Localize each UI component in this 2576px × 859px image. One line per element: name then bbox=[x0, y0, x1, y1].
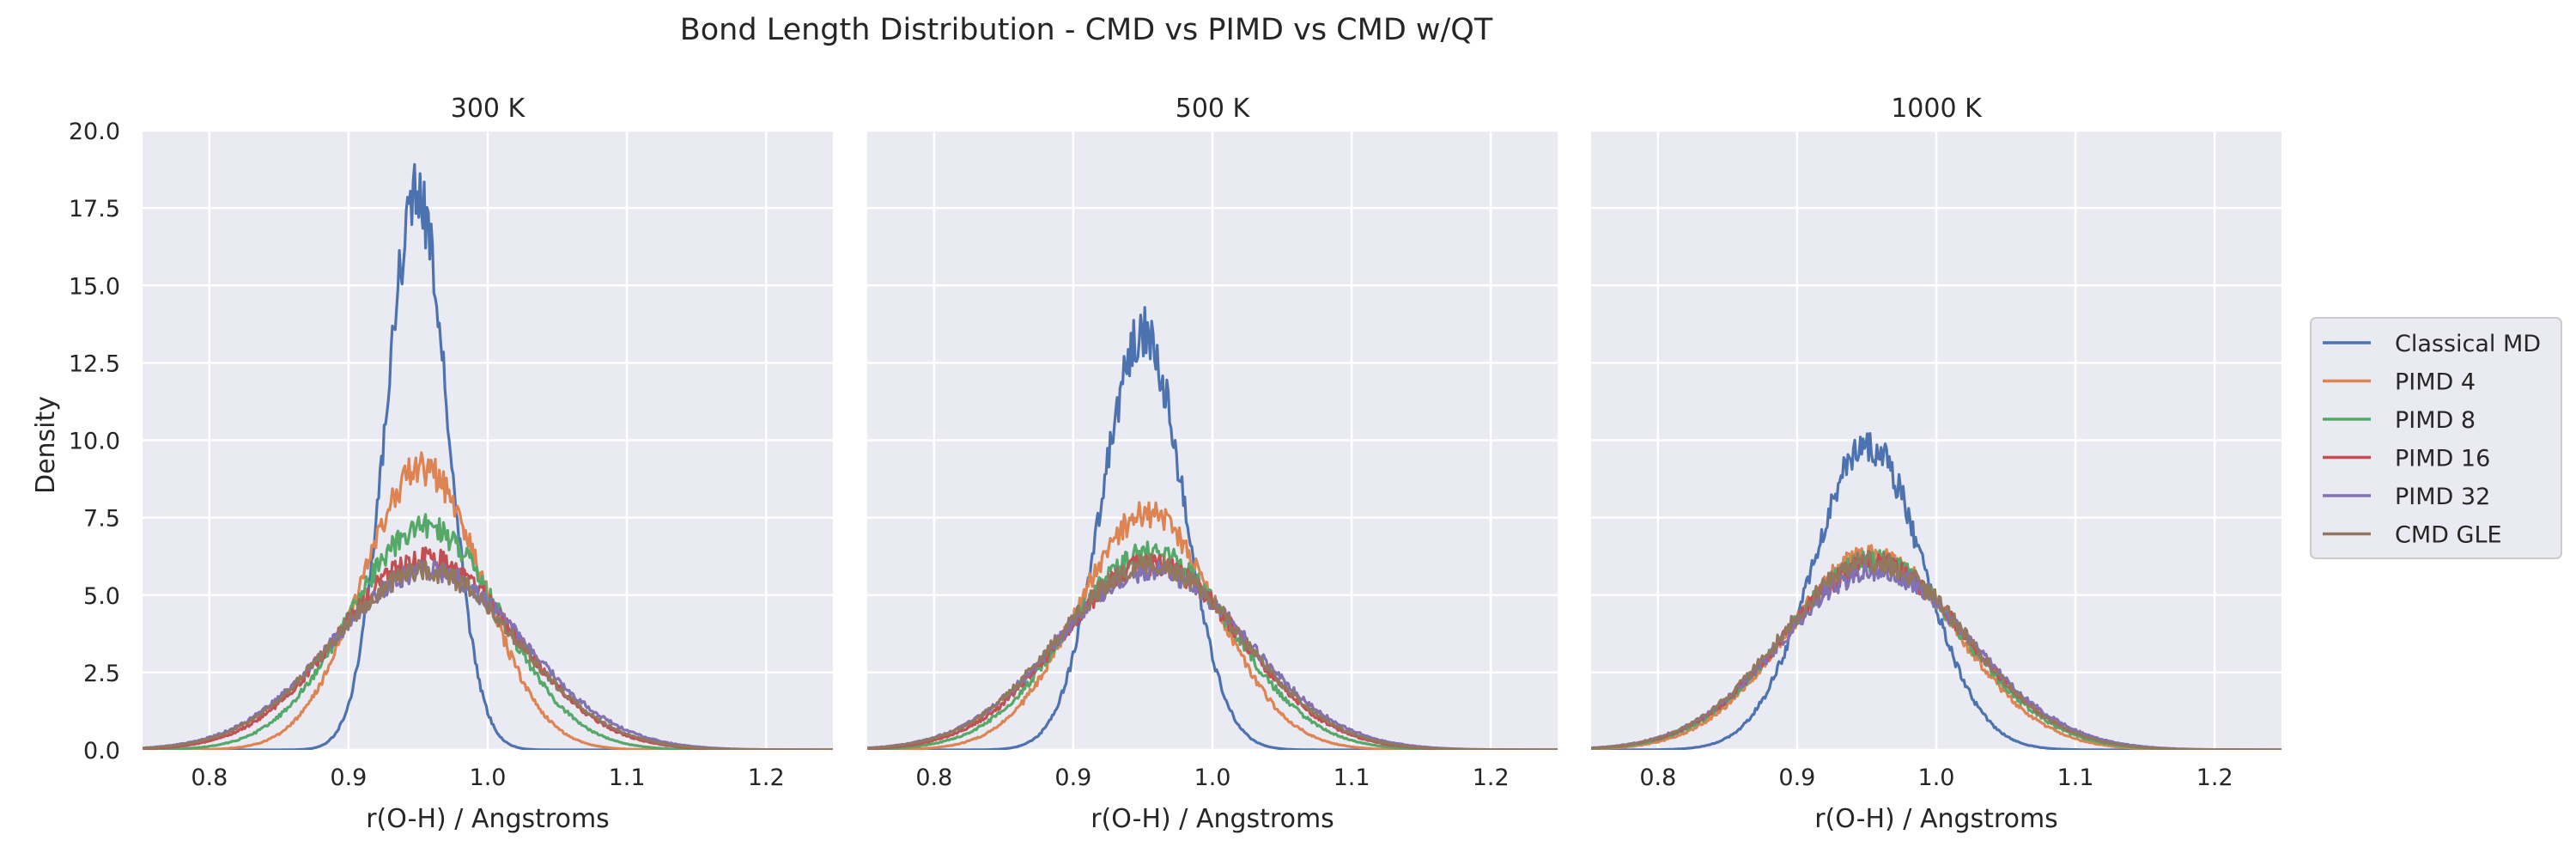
subplot-3: 1000 K 0.8 0.9 1.0 1.1 1.2 r(O-H) / Angstroms bbox=[1591, 94, 2281, 834]
figure-title: Bond Length Distribution - CMD vs PIMD v… bbox=[680, 13, 1493, 47]
series-cmd-gle bbox=[867, 552, 1558, 750]
x-tick-label: 0.8 bbox=[191, 765, 228, 791]
y-tick-label: 0.0 bbox=[83, 738, 120, 765]
y-tick-label: 10.0 bbox=[69, 429, 120, 455]
y-tick-label: 17.5 bbox=[69, 196, 120, 222]
legend-item: PIMD 4 bbox=[2323, 369, 2476, 396]
x-tick-label: 1.0 bbox=[470, 765, 507, 791]
x-tick-label: 0.9 bbox=[1778, 765, 1815, 791]
y-tick-label: 2.5 bbox=[83, 661, 120, 687]
x-tick-label: 0.9 bbox=[330, 765, 367, 791]
subplot-1: 300 K 0.8 0.9 1.0 1.1 1.2 r(O-H) / Angstroms 0.… bbox=[69, 94, 833, 834]
legend-label: PIMD 8 bbox=[2395, 407, 2476, 434]
x-tick-label: 1.2 bbox=[2196, 765, 2233, 791]
y-tick-label: 12.5 bbox=[69, 350, 120, 377]
x-tick-label: 1.1 bbox=[1334, 765, 1370, 791]
legend-item: Classical MD bbox=[2323, 331, 2541, 357]
legend-label: PIMD 16 bbox=[2395, 446, 2490, 472]
x-axis-label: r(O-H) / Angstroms bbox=[1814, 804, 2058, 834]
y-tick-label: 20.0 bbox=[69, 119, 120, 145]
subplot-2: 500 K 0.8 0.9 1.0 1.1 1.2 r(O-H) / Angstroms bbox=[867, 94, 1558, 834]
series-classical-md bbox=[143, 162, 833, 750]
x-axis-label: r(O-H) / Angstroms bbox=[1091, 804, 1334, 834]
panels: 300 K0.8 0.9 1.0 1.1 1.2r(O-H) / Angstroms0.… bbox=[69, 94, 2281, 834]
series-pimd-4 bbox=[143, 451, 833, 750]
legend-label: PIMD 32 bbox=[2395, 484, 2490, 510]
legend-label: PIMD 4 bbox=[2395, 369, 2476, 396]
y-tick-label: 15.0 bbox=[69, 273, 120, 300]
series-lines bbox=[143, 162, 833, 750]
x-tick-label: 1.1 bbox=[609, 765, 646, 791]
x-tick-label: 1.0 bbox=[1918, 765, 1955, 791]
series-cmd-gle bbox=[143, 558, 833, 750]
subplot-title: 1000 K bbox=[1891, 94, 1983, 124]
x-tick-label: 0.9 bbox=[1054, 765, 1091, 791]
legend: Classical MD PIMD 4 PIMD 8 PIMD 16 PIMD 32 CM… bbox=[2310, 317, 2562, 559]
x-tick-label: 1.1 bbox=[2057, 765, 2094, 791]
x-tick-label: 0.8 bbox=[915, 765, 952, 791]
y-tick-label: 7.5 bbox=[83, 506, 120, 533]
legend-label: CMD GLE bbox=[2395, 522, 2502, 549]
legend-box bbox=[2310, 317, 2562, 559]
series-classical-md bbox=[1591, 432, 2281, 750]
y-tick-label: 5.0 bbox=[83, 583, 120, 610]
x-tick-label: 1.2 bbox=[1473, 765, 1510, 791]
legend-item: CMD GLE bbox=[2323, 522, 2502, 549]
x-axis-label: r(O-H) / Angstroms bbox=[366, 804, 610, 834]
legend-item: PIMD 16 bbox=[2323, 446, 2490, 472]
legend-label: Classical MD bbox=[2395, 331, 2541, 357]
series-lines bbox=[1591, 432, 2281, 750]
subplot-title: 500 K bbox=[1176, 94, 1251, 124]
series-classical-md bbox=[867, 306, 1558, 750]
x-tick-label: 0.8 bbox=[1639, 765, 1676, 791]
series-lines bbox=[867, 306, 1558, 750]
legend-item: PIMD 8 bbox=[2323, 407, 2476, 434]
x-tick-label: 1.2 bbox=[748, 765, 785, 791]
subplot-title: 300 K bbox=[451, 94, 526, 124]
y-axis-label: Density bbox=[31, 396, 61, 494]
x-tick-label: 1.0 bbox=[1194, 765, 1231, 791]
series-cmd-gle bbox=[1591, 549, 2281, 750]
legend-item: PIMD 32 bbox=[2323, 484, 2490, 510]
